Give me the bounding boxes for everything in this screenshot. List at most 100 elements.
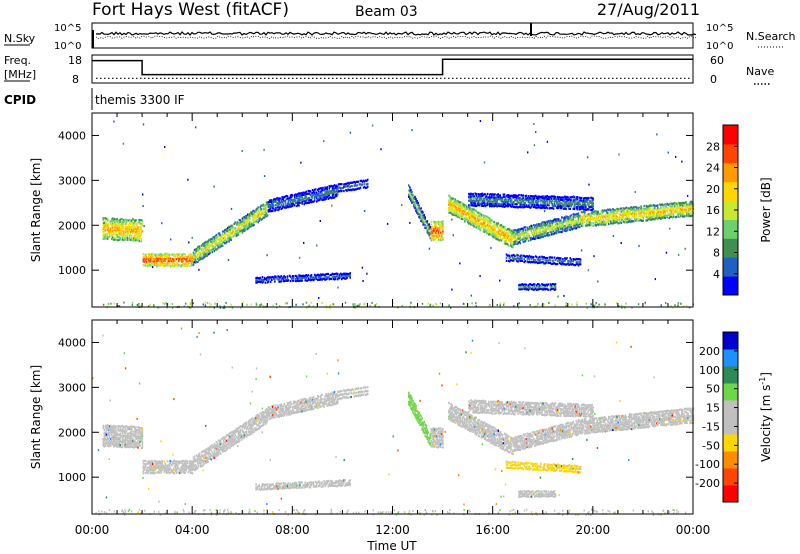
- range-cell: [208, 238, 210, 241]
- range-cell: [627, 215, 630, 218]
- range-cell: [558, 200, 561, 203]
- range-cell: [153, 462, 155, 465]
- range-cell: [152, 472, 154, 475]
- range-cell: [491, 196, 493, 199]
- range-cell: [289, 280, 292, 283]
- range-cell: [135, 227, 137, 230]
- range-cell: [351, 185, 353, 188]
- range-cell: [614, 219, 616, 223]
- range-cell: [188, 241, 190, 244]
- range-cell: [134, 426, 136, 429]
- range-cell: [666, 216, 668, 219]
- range-cell: [503, 233, 506, 236]
- range-cell: [470, 201, 472, 204]
- range-cell: [165, 464, 168, 468]
- range-cell: [575, 223, 578, 226]
- range-cell: [302, 276, 304, 279]
- range-cell: [535, 235, 537, 238]
- range-cell: [324, 193, 326, 196]
- range-cell: [112, 224, 114, 227]
- range-cell: [561, 227, 563, 230]
- range-cell: [438, 238, 441, 241]
- range-cell: [135, 239, 137, 242]
- range-cell: [295, 277, 297, 281]
- range-cell: [516, 229, 518, 232]
- range-cell: [106, 235, 109, 238]
- range-cell: [553, 256, 556, 259]
- range-cell: [300, 194, 302, 197]
- range-cell: [684, 210, 686, 213]
- range-cell: [121, 227, 124, 230]
- range-cell: [253, 216, 255, 219]
- range-cell: [666, 208, 668, 211]
- range-cell: [119, 429, 121, 432]
- range-cell: [497, 233, 500, 236]
- range-cell: [579, 216, 582, 219]
- range-cell: [520, 203, 522, 206]
- range-cell: [497, 238, 500, 241]
- range-cell: [670, 209, 673, 213]
- range-cell: [645, 216, 648, 219]
- range-cell: [313, 198, 316, 201]
- range-cell: [254, 216, 256, 219]
- range-cell: [172, 462, 175, 465]
- range-cell: [434, 227, 437, 230]
- range-cell: [604, 218, 607, 221]
- range-cell: [478, 219, 481, 222]
- range-cell: [124, 238, 127, 241]
- range-cell: [328, 192, 331, 195]
- range-cell: [576, 301, 578, 304]
- range-cell: [527, 233, 530, 236]
- range-cell: [593, 210, 595, 213]
- range-cell: [140, 226, 143, 229]
- range-cell: [578, 196, 581, 199]
- range-cell: [496, 222, 498, 225]
- range-cell: [518, 302, 520, 305]
- range-cell: [567, 262, 569, 265]
- range-cell: [417, 201, 419, 205]
- range-cell: [288, 205, 291, 208]
- range-cell: [520, 201, 522, 204]
- range-cell: [532, 206, 535, 209]
- range-cell: [233, 227, 235, 230]
- range-cell: [122, 434, 125, 437]
- range-cell: [525, 194, 528, 197]
- range-cell: [126, 434, 129, 437]
- range-cell: [336, 190, 339, 193]
- range-cell: [536, 284, 538, 287]
- range-cell: [547, 224, 550, 228]
- range-cell: [623, 213, 626, 216]
- range-cell: [156, 460, 158, 463]
- range-cell: [143, 264, 146, 267]
- range-cell: [265, 203, 268, 206]
- range-cell: [102, 235, 105, 238]
- range-cell: [264, 204, 267, 207]
- range-cell: [432, 236, 435, 239]
- range-cell: [534, 232, 536, 235]
- range-cell: [532, 258, 535, 261]
- range-cell: [211, 239, 214, 242]
- range-cell: [572, 218, 575, 221]
- range-cell: [148, 253, 151, 256]
- range-cell: [475, 221, 477, 224]
- range-cell: [135, 432, 137, 436]
- range-cell: [123, 426, 126, 429]
- range-cell: [466, 211, 468, 214]
- range-cell: [123, 430, 126, 433]
- range-cell: [433, 236, 436, 239]
- range-cell: [336, 188, 339, 191]
- range-cell: [540, 226, 542, 229]
- range-cell: [185, 464, 187, 467]
- range-cell: [524, 285, 527, 289]
- range-cell: [683, 210, 685, 213]
- range-cell: [464, 216, 467, 219]
- range-cell: [590, 217, 592, 221]
- range-cell: [528, 196, 531, 199]
- range-cell: [512, 196, 514, 199]
- range-cell: [186, 462, 188, 465]
- range-cell: [552, 232, 555, 236]
- range-cell: [568, 217, 570, 220]
- colorbar-tick-label: 8: [713, 247, 720, 260]
- range-cell: [183, 264, 185, 267]
- range-cell: [654, 215, 657, 218]
